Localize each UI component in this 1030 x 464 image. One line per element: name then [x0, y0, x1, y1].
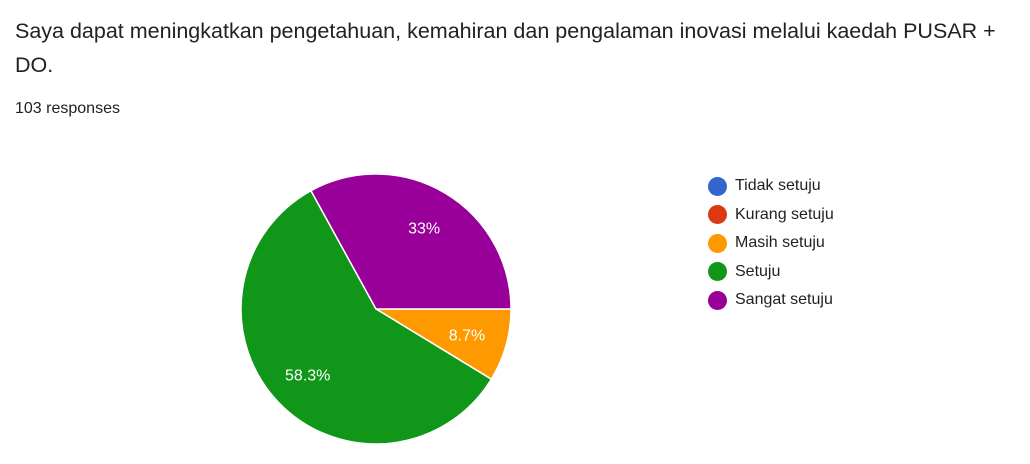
slice-label: 8.7%: [449, 328, 485, 345]
legend-item: Tidak setuju: [708, 172, 834, 201]
pie-slice-sangat-setuju: [309, 173, 512, 310]
pie-slice-setuju: [240, 189, 493, 445]
legend-swatch-icon: [708, 176, 727, 196]
legend-swatch-icon: [708, 290, 727, 310]
legend-item: Sangat setuju: [708, 286, 834, 315]
legend-item: Setuju: [708, 258, 834, 287]
question-title: Saya dapat meningkatkan pengetahuan, kem…: [15, 19, 996, 77]
slice-label: 58.3%: [285, 367, 330, 384]
legend-swatch-icon: [708, 262, 727, 282]
response-count: 103 responses: [15, 100, 120, 117]
legend-label: Tidak setuju: [735, 177, 821, 195]
legend-swatch-icon: [708, 233, 727, 253]
legend-label: Kurang setuju: [735, 205, 834, 223]
legend-label: Masih setuju: [735, 234, 825, 252]
slice-label: 33%: [408, 221, 440, 238]
legend-label: Setuju: [735, 262, 781, 280]
legend-label: Sangat setuju: [735, 291, 833, 309]
legend-swatch-icon: [708, 205, 727, 225]
legend-item: Kurang setuju: [708, 201, 834, 230]
legend-item: Masih setuju: [708, 229, 834, 258]
legend: Tidak setuju Kurang setuju Masih setuju Set…: [708, 172, 834, 315]
